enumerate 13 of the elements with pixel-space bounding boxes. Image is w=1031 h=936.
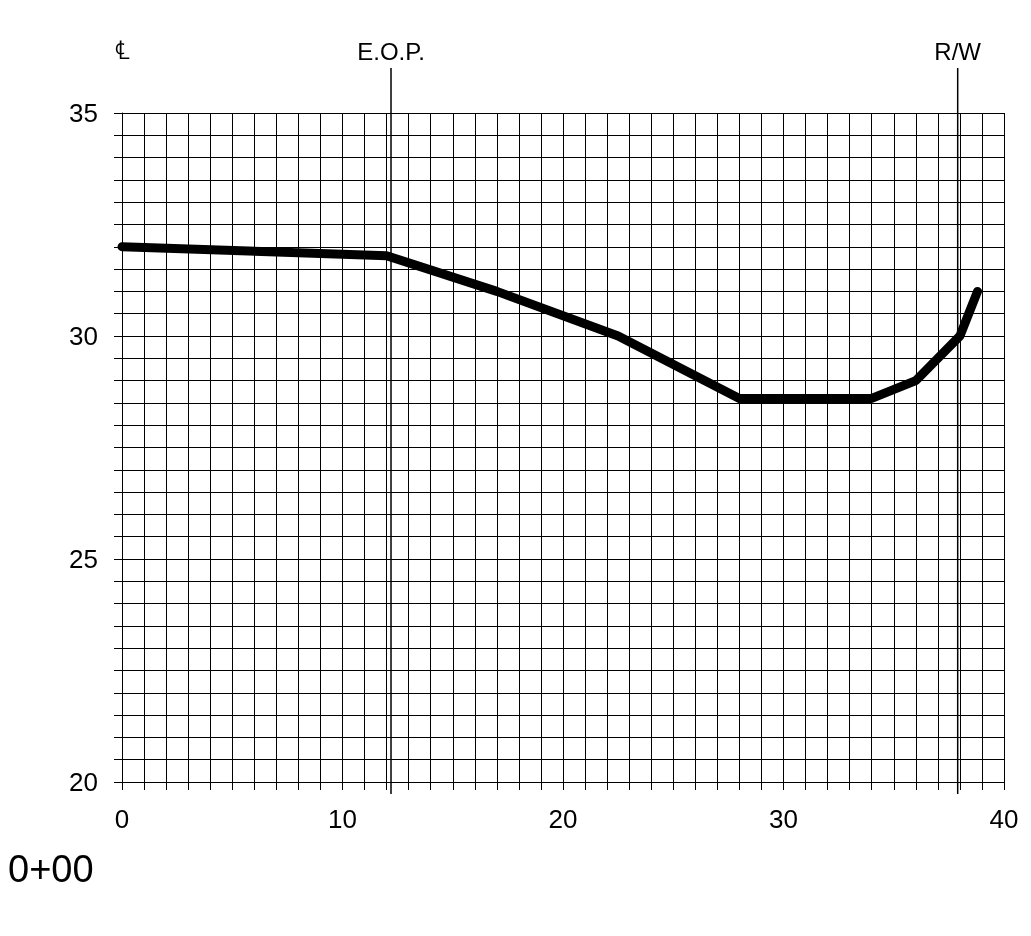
x-tick-label: 20: [548, 804, 578, 834]
ref-line-label: R/W: [934, 37, 982, 65]
y-tick-label: 20: [69, 767, 98, 797]
x-tick-label: 30: [769, 804, 798, 834]
x-tick-label: 10: [328, 804, 357, 834]
x-tick-label: 40: [989, 804, 1019, 834]
text: 0+00: [8, 848, 94, 890]
text: ℄: [114, 35, 130, 65]
y-tick-label: 35: [69, 98, 98, 128]
y-tick-label: 30: [69, 321, 98, 351]
ref-line-label: E.O.P.: [357, 37, 425, 65]
x-tick-label: 0: [114, 804, 130, 834]
y-tick-label: 25: [69, 544, 98, 574]
